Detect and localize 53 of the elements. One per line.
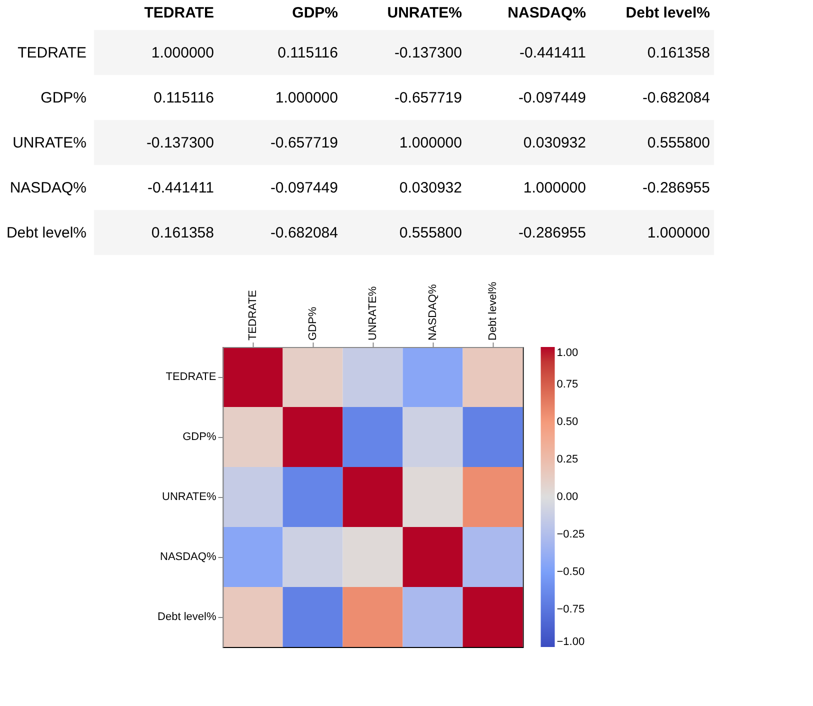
color-bar-label: 0.50 xyxy=(556,416,578,428)
y-tick-label: TEDRATE xyxy=(166,371,216,383)
x-tick-label: UNRATE% xyxy=(387,4,462,22)
data-label: -0.097449 xyxy=(518,90,586,106)
color-bar-label: −0.25 xyxy=(556,528,585,540)
data-label: -0.286955 xyxy=(642,180,710,196)
data-label: -0.441411 xyxy=(148,180,214,196)
x-tick-label: Debt level% xyxy=(486,282,499,340)
data-label: -0.137300 xyxy=(394,44,462,62)
data-label: -0.137300 xyxy=(146,134,214,152)
data-label: -0.286955 xyxy=(518,224,586,242)
data-label: -0.682084 xyxy=(270,224,338,242)
x-tick-label: NASDAQ% xyxy=(426,284,439,340)
data-label: 0.555800 xyxy=(399,224,462,242)
color-bar-label: −0.75 xyxy=(556,604,585,616)
y-tick-label: GDP% xyxy=(40,90,86,106)
data-label: -0.682084 xyxy=(642,90,710,106)
data-label: 0.555800 xyxy=(647,134,710,152)
color-bar-label: 0.75 xyxy=(556,378,578,390)
data-label: 0.115116 xyxy=(154,90,214,106)
data-label: -0.657719 xyxy=(394,90,462,106)
color-bar-label: 0.00 xyxy=(556,491,578,503)
y-tick-label: TEDRATE xyxy=(18,44,86,62)
color-bar-label: 0.25 xyxy=(556,454,578,466)
data-label: 0.030932 xyxy=(523,134,586,152)
x-tick-label: Debt level% xyxy=(626,4,710,22)
data-label: 0.030932 xyxy=(399,180,462,196)
data-label: 1.000000 xyxy=(151,44,214,62)
data-label: -0.657719 xyxy=(270,134,338,152)
x-tick-label: NASDAQ% xyxy=(508,4,586,22)
y-tick-label: UNRATE% xyxy=(162,491,216,503)
x-tick-label: GDP% xyxy=(306,306,319,340)
data-label: 1.000000 xyxy=(399,134,462,152)
y-tick-label: NASDAQ% xyxy=(160,551,216,563)
data-label: 1.000000 xyxy=(275,90,338,106)
data-label: -0.097449 xyxy=(270,180,338,196)
y-tick-label: Debt level% xyxy=(6,224,86,242)
y-tick-label: NASDAQ% xyxy=(10,180,86,196)
data-label: -0.441411 xyxy=(520,44,586,62)
data-label: 0.161358 xyxy=(151,224,214,242)
y-tick-label: GDP% xyxy=(182,431,216,443)
data-label: 0.115116 xyxy=(278,44,338,62)
x-tick-label: GDP% xyxy=(292,4,338,22)
color-bar-label: −1.00 xyxy=(556,636,585,648)
data-label: 0.161358 xyxy=(647,44,710,62)
x-tick-label: TEDRATE xyxy=(246,290,259,340)
x-tick-label: UNRATE% xyxy=(366,286,379,340)
data-label: 1.000000 xyxy=(647,224,710,242)
y-tick-label: Debt level% xyxy=(158,611,216,623)
y-tick-label: UNRATE% xyxy=(12,134,86,152)
data-label: 1.000000 xyxy=(523,180,586,196)
color-bar-label: 1.00 xyxy=(556,347,578,359)
color-bar-label: −0.50 xyxy=(556,566,585,578)
